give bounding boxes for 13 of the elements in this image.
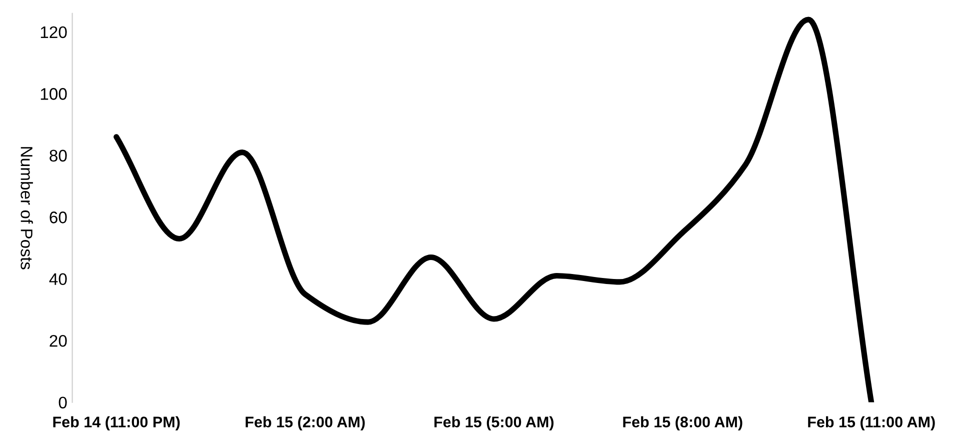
x-tick-label: Feb 14 (11:00 PM) bbox=[53, 416, 180, 430]
y-tick-label: 20 bbox=[50, 334, 67, 347]
y-tick-label: 100 bbox=[40, 88, 67, 100]
y-axis-title: Number of Posts bbox=[20, 147, 33, 270]
x-tick-label: Feb 15 (2:00 AM) bbox=[246, 416, 365, 430]
y-tick-label: 120 bbox=[40, 26, 67, 38]
y-tick-label: 80 bbox=[50, 150, 67, 162]
x-tick-label: Feb 15 (5:00 AM) bbox=[434, 416, 554, 430]
y-tick-label: 60 bbox=[50, 212, 67, 224]
y-tick-label: 40 bbox=[49, 273, 67, 286]
x-tick-label: Feb 15 (11:00 AM) bbox=[808, 416, 935, 430]
y-tick-label: 0 bbox=[58, 396, 67, 409]
x-tick-label: Feb 15 (8:00 AM) bbox=[623, 416, 742, 430]
